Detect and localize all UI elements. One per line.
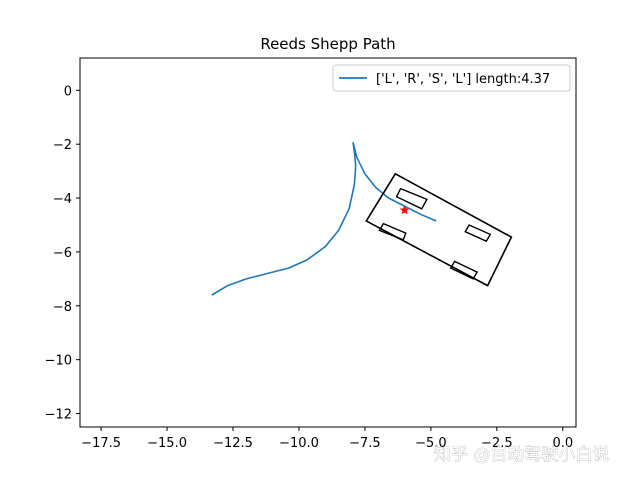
vehicle-wheel — [378, 222, 407, 241]
y-tick-label: −4 — [53, 192, 72, 207]
x-tick-label: −17.5 — [81, 436, 121, 451]
y-tick-label: −2 — [53, 138, 72, 153]
x-tick-label: −15.0 — [147, 436, 187, 451]
vehicle-wheel — [395, 187, 428, 210]
axes-frame — [79, 57, 577, 428]
x-tick-label: −12.5 — [213, 436, 253, 451]
y-tick-label: −6 — [53, 246, 72, 261]
y-tick-label: 0 — [64, 84, 72, 99]
vehicle-outline — [365, 172, 513, 287]
x-tick-label: −7.5 — [349, 436, 381, 451]
legend-label: ['L', 'R', 'S', 'L'] length:4.37 — [376, 72, 550, 87]
y-tick-label: −12 — [45, 408, 72, 423]
y-tick-label: −10 — [45, 354, 72, 369]
chart-title: Reeds Shepp Path — [260, 35, 395, 53]
y-tick-label: −8 — [53, 300, 72, 315]
vehicle-wheel — [449, 260, 479, 280]
x-tick-label: −5.0 — [415, 436, 447, 451]
x-tick-label: −10.0 — [279, 436, 319, 451]
path-line — [211, 142, 437, 296]
y-axis: 0 −2 −4 −6 −8 −10 −12 — [45, 84, 80, 423]
plot-area — [211, 142, 513, 296]
vehicle-wheel — [464, 224, 492, 243]
position-marker-star — [399, 204, 410, 215]
x-tick-label: −2.5 — [481, 436, 513, 451]
watermark: 知乎 @自动驾驶小白说 — [434, 445, 609, 465]
x-tick-label: 0.0 — [552, 436, 573, 451]
legend-box — [332, 64, 571, 92]
x-axis: −17.5 −15.0 −12.5 −10.0 −7.5 −5.0 −2.5 0.0 — [81, 427, 573, 451]
legend: ['L', 'R', 'S', 'L'] length:4.37 — [332, 64, 571, 92]
